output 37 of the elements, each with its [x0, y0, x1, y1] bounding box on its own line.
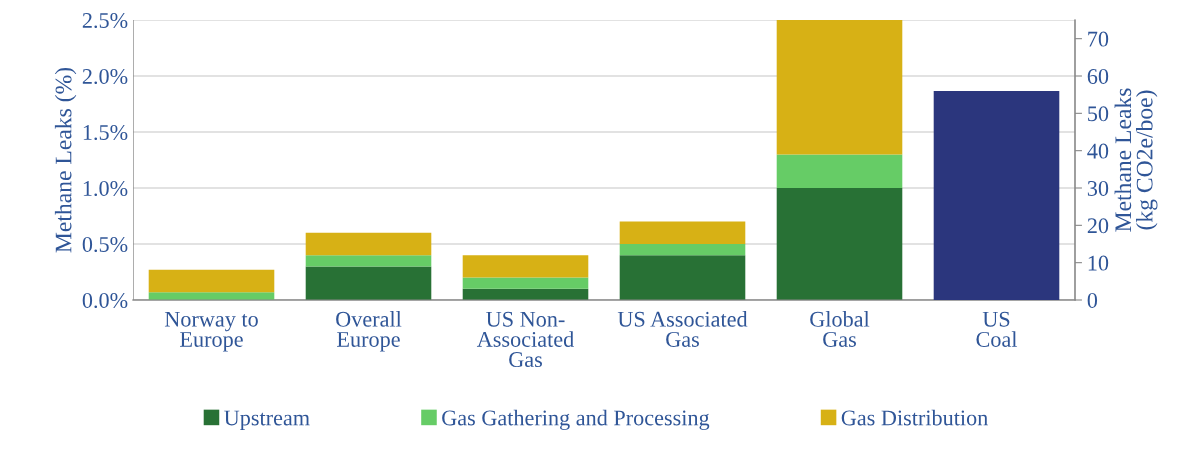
y-tick-label: 2.0%	[82, 68, 128, 85]
bar	[619, 255, 746, 300]
bar	[776, 20, 903, 155]
legend-label: Upstream	[224, 410, 310, 430]
bar	[619, 221, 746, 244]
bar	[462, 255, 589, 278]
y-tick-label: 0.0%	[82, 292, 128, 309]
bar	[305, 232, 432, 256]
bar	[619, 244, 746, 256]
y-axis-title: Methane Leaks (%)	[54, 67, 77, 253]
y2-tick-label: 0	[1087, 292, 1098, 308]
bar	[776, 188, 903, 300]
y-tick-label: 1.5%	[83, 124, 128, 141]
x-tick-label: US Non- Associated Gas	[476, 311, 574, 368]
bar	[776, 154, 903, 188]
y2-tick-label: 50	[1088, 106, 1109, 122]
x-tick-label: Global Gas	[810, 311, 870, 347]
bar	[305, 266, 432, 300]
y-tick-label: 1.0%	[83, 180, 128, 197]
y-tick-label: 2.5%	[82, 12, 128, 29]
bar	[305, 255, 432, 267]
y2-tick-label: 40	[1087, 143, 1109, 159]
legend-label: Gas Gathering and Processing	[442, 409, 710, 430]
y2-axis-title: Methane Leaks (kg CO2e/boe)	[1114, 88, 1158, 232]
x-tick-label: Overall Europe	[336, 311, 402, 352]
bar	[462, 277, 589, 289]
x-tick-label: Norway to Europe	[164, 311, 258, 352]
y2-tick-label: 70	[1088, 31, 1109, 47]
y2-tick-label: 20	[1087, 218, 1109, 234]
y2-tick-label: 30	[1087, 180, 1109, 196]
x-tick-label: US Coal	[976, 311, 1018, 347]
y-tick-label: 0.5%	[82, 236, 128, 253]
x-tick-label: US Associated Gas	[617, 311, 748, 347]
legend-label: Gas Distribution	[841, 409, 988, 426]
y2-tick-label: 10	[1088, 255, 1109, 271]
bar	[148, 269, 275, 293]
y2-tick-label: 60	[1087, 68, 1109, 84]
